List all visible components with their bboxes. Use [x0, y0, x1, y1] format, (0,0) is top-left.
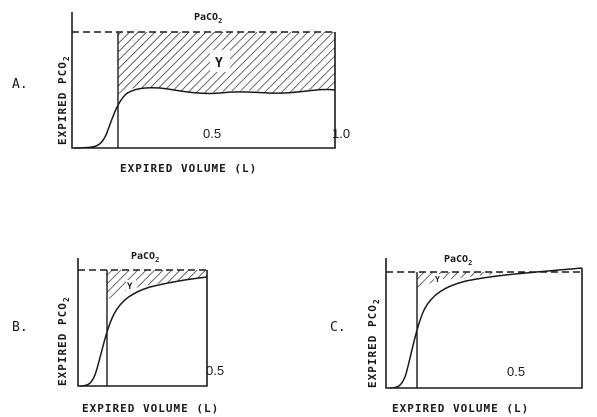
- panel-b-x-axis-title: EXPIRED VOLUME (L): [82, 402, 219, 415]
- panel-c-hatched-region: [417, 272, 510, 288]
- panel-b-co2-curve: [79, 276, 208, 387]
- panel-a-paco2-label: PaCO2: [194, 12, 222, 25]
- panel-b-paco2-label: PaCO2: [131, 251, 159, 264]
- panel-b-y-label-bg: [126, 280, 136, 291]
- panel-c-y-label-bg: [434, 274, 443, 284]
- panel-c-y-axis-title: EXPIRED PCO2: [366, 298, 381, 388]
- panel-a: A. EXPIRED PCO2 PaCO2 Y 0.5 1.0 EXPIRED …: [12, 12, 350, 175]
- panel-c-letter: C.: [330, 320, 346, 335]
- panel-a-tick-0-5: 0.5: [203, 126, 221, 141]
- panel-c-region-y-label: Y: [435, 275, 440, 284]
- panel-a-region-y-label: Y: [215, 56, 223, 71]
- panel-a-tick-1-0: 1.0: [332, 126, 350, 141]
- panel-b-hatched-region: [107, 270, 207, 300]
- panel-b-y-axis-title: EXPIRED PCO2: [56, 296, 71, 386]
- panel-c-paco2-label: PaCO2: [444, 254, 472, 267]
- panel-a-co2-curve: [73, 86, 336, 149]
- panel-b-region-y-label: Y: [127, 282, 133, 292]
- panel-c-axes: [385, 258, 583, 389]
- panel-c: C. EXPIRED PCO2 PaCO2 Y 0.5 EXPIRED VOLU…: [330, 254, 583, 415]
- panel-b: B. EXPIRED PCO2 PaCO2 Y 0.5 EXPIRED VOLU…: [12, 251, 224, 415]
- panel-c-tick-0-5: 0.5: [507, 364, 525, 379]
- panel-b-letter: B.: [12, 320, 28, 335]
- panel-b-tick-0-5: 0.5: [206, 363, 224, 378]
- panel-c-x-axis-title: EXPIRED VOLUME (L): [392, 402, 529, 415]
- panel-a-letter: A.: [12, 77, 28, 92]
- panel-a-y-axis-title: EXPIRED PCO2: [56, 55, 71, 145]
- panel-a-y-label-bg: [210, 50, 230, 72]
- panel-a-x-axis-title: EXPIRED VOLUME (L): [120, 162, 257, 175]
- panel-c-co2-curve: [389, 267, 583, 389]
- panel-b-axes: [77, 258, 208, 387]
